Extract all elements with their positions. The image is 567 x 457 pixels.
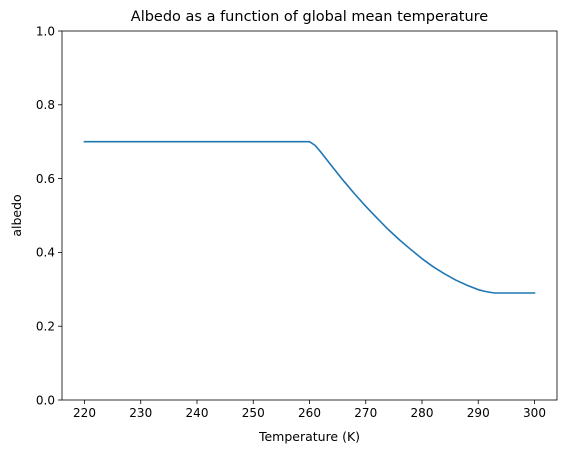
y-tick-label: 0.0	[36, 393, 55, 407]
y-tick-label: 1.0	[36, 24, 55, 38]
series-line	[83, 140, 536, 294]
chart-title: Albedo as a function of global mean temp…	[131, 9, 489, 25]
x-tick-label: 240	[186, 406, 209, 420]
plot-area-frame	[61, 30, 558, 401]
y-tick-label: 0.2	[36, 320, 55, 334]
x-tick-label: 230	[129, 406, 152, 420]
x-tick-label: 260	[298, 406, 321, 420]
y-tick-label: 0.4	[36, 246, 55, 260]
y-tick-label: 0.6	[36, 172, 55, 186]
y-tick-label: 0.8	[36, 98, 55, 112]
x-tick-label: 270	[354, 406, 377, 420]
axis-ticks: 220 230 240 250 260 270 280 290 300 0.0 0.2 0.4 0.6 0…	[36, 24, 546, 420]
y-axis-label: albedo	[9, 194, 24, 236]
x-axis-label: Temperature (K)	[258, 429, 360, 444]
series-layer	[83, 140, 536, 294]
x-tick-label: 300	[523, 406, 546, 420]
x-tick-label: 250	[242, 406, 265, 420]
x-tick-label: 290	[467, 406, 490, 420]
x-tick-label: 280	[411, 406, 434, 420]
x-tick-label: 220	[73, 406, 96, 420]
